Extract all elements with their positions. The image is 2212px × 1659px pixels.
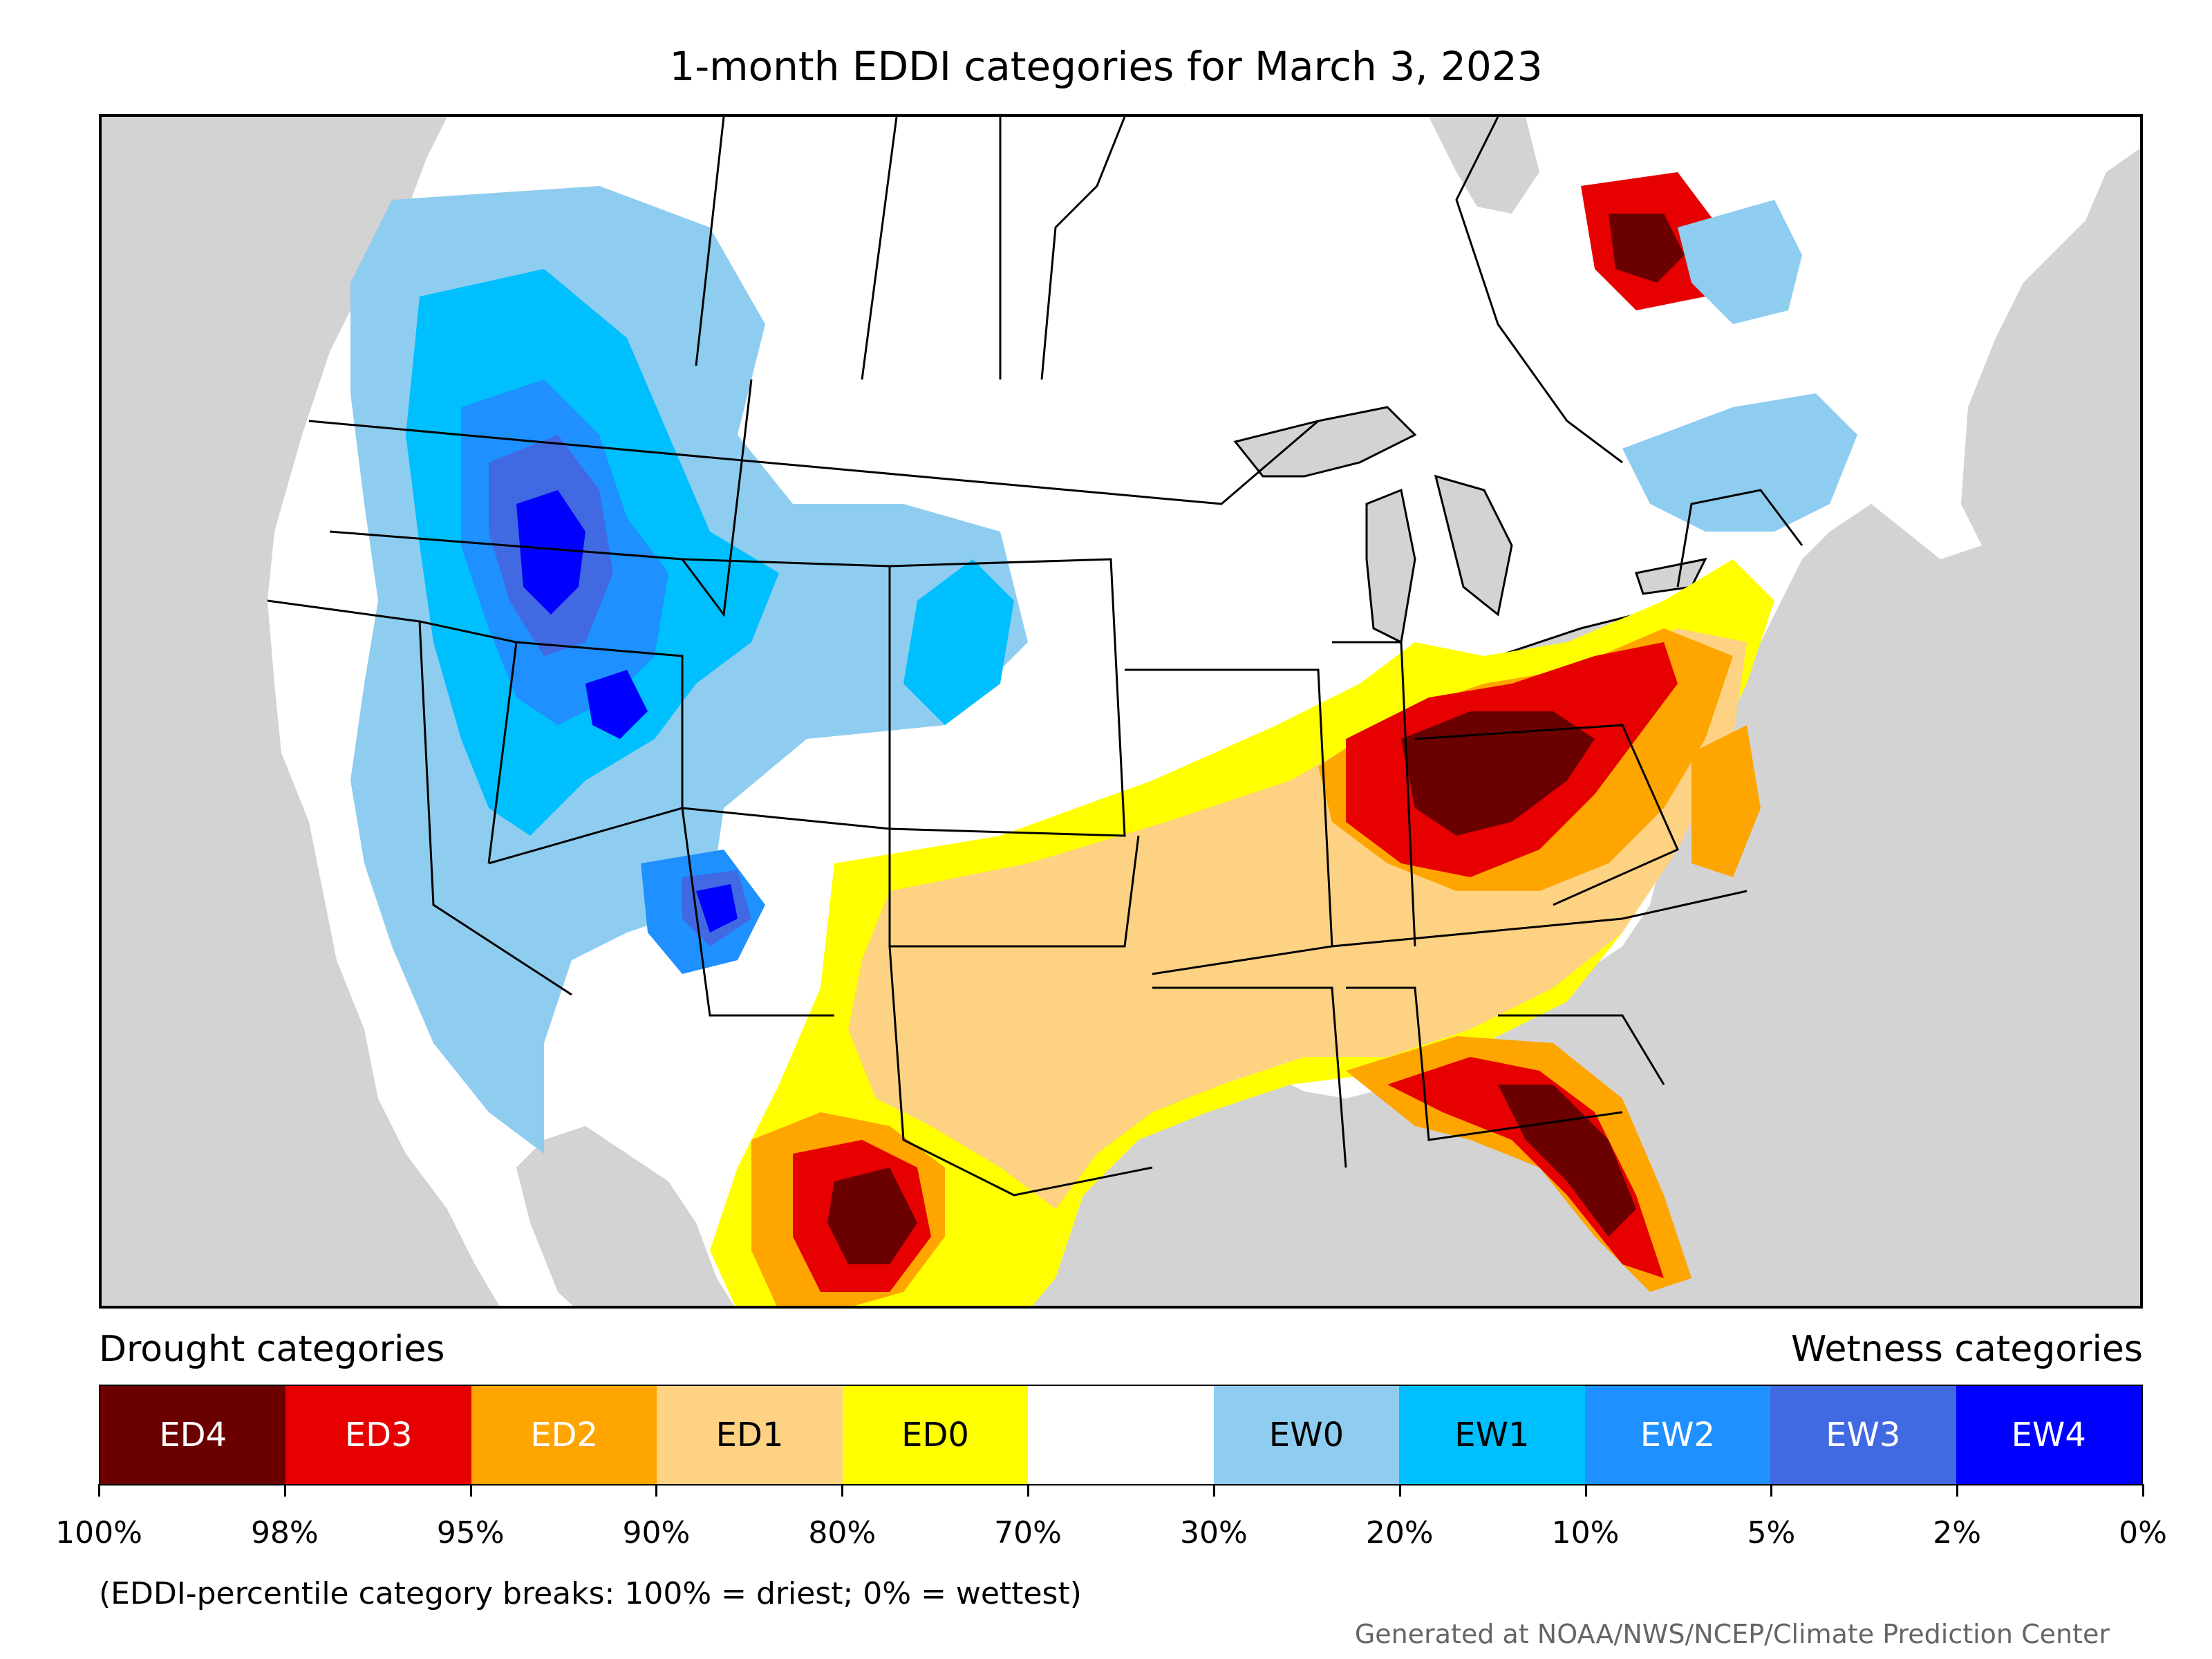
colorbar-tick — [1027, 1484, 1030, 1497]
ew-northeast — [1622, 200, 1857, 532]
drought-categories-header: Drought categories — [99, 1329, 445, 1370]
map-title: 1-month EDDI categories for March 3, 202… — [669, 43, 1543, 90]
legend-cell-ed2: ED2 — [471, 1386, 657, 1484]
legend-cell-ew0: EW0 — [1213, 1386, 1400, 1484]
colorbar-tick-label: 5% — [1747, 1515, 1796, 1550]
ew4-region — [516, 490, 738, 932]
wetness-shading — [350, 186, 1857, 1154]
colorbar-tick-label: 0% — [2119, 1515, 2167, 1550]
colorbar-tick — [655, 1484, 658, 1497]
colorbar-tick — [2142, 1484, 2144, 1497]
colorbar-tick — [841, 1484, 844, 1497]
legend-cell-ew2: EW2 — [1584, 1386, 1771, 1484]
colorbar-tick — [1956, 1484, 1959, 1497]
wetness-categories-header: Wetness categories — [1791, 1329, 2143, 1370]
colorbar-tick-label: 100% — [55, 1515, 142, 1550]
legend-cell-ew1: EW1 — [1399, 1386, 1585, 1484]
colorbar-tick-label: 98% — [250, 1515, 319, 1550]
ed4-region — [827, 214, 1685, 1264]
colorbar-tick-label: 80% — [808, 1515, 877, 1550]
colorbar-tick-label: 70% — [994, 1515, 1062, 1550]
credit-line: Generated at NOAA/NWS/NCEP/Climate Predi… — [1354, 1619, 2110, 1649]
legend-cell-neutral — [1028, 1386, 1214, 1484]
legend-cell-ew4: EW4 — [1956, 1386, 2141, 1484]
colorbar-tick — [1398, 1484, 1401, 1497]
drought-shading — [710, 172, 1774, 1306]
map-canvas — [102, 117, 2140, 1306]
eddi-map — [99, 114, 2143, 1309]
colorbar-tick-label: 10% — [1551, 1515, 1620, 1550]
colorbar-ticks — [98, 1484, 2144, 1497]
legend-cell-ed4: ED4 — [100, 1386, 286, 1484]
legend-cell-ed3: ED3 — [285, 1386, 471, 1484]
colorbar-tick-label: 95% — [436, 1515, 505, 1550]
colorbar-tick-label: 2% — [1933, 1515, 1982, 1550]
category-colorbar: ED4 ED3 ED2 ED1 ED0 EW0 EW1 EW2 EW3 EW4 — [99, 1385, 2143, 1485]
colorbar-tick — [1212, 1484, 1215, 1497]
colorbar-tick — [1770, 1484, 1773, 1497]
category-breaks-note: (EDDI-percentile category breaks: 100% =… — [99, 1576, 1082, 1611]
colorbar-tick-label: 30% — [1180, 1515, 1248, 1550]
legend-cell-ed0: ED0 — [842, 1386, 1029, 1484]
hudson-bay — [1429, 117, 1539, 214]
colorbar-tick-label: 90% — [622, 1515, 691, 1550]
legend-cell-ed1: ED1 — [657, 1386, 843, 1484]
colorbar-tick — [283, 1484, 286, 1497]
colorbar-tick-label: 20% — [1365, 1515, 1434, 1550]
political-borders — [267, 117, 1803, 1197]
legend-cell-ew3: EW3 — [1770, 1386, 1956, 1484]
colorbar-tick — [469, 1484, 472, 1497]
colorbar-tick — [1584, 1484, 1587, 1497]
colorbar-tick — [98, 1484, 100, 1497]
